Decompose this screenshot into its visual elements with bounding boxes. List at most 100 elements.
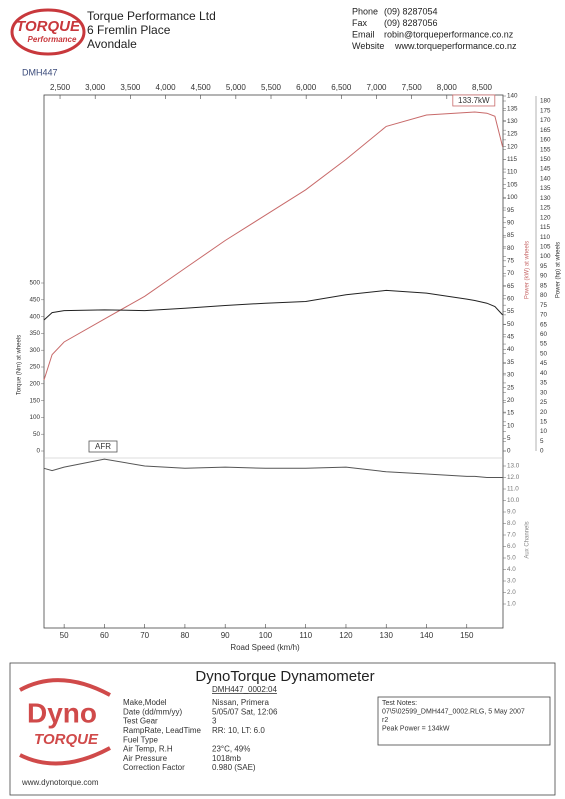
y3-tick-label: 0 — [540, 448, 544, 455]
logo-ring — [10, 8, 86, 56]
y3-axis-label: Power (hp) at wheels — [556, 242, 562, 298]
y3-tick-label: 60 — [540, 331, 548, 338]
x-tick-label: 70 — [140, 631, 149, 640]
y2-tick-label: 5 — [507, 435, 511, 442]
y2-tick-label: 85 — [507, 232, 515, 239]
y4-tick-label: 8.0 — [507, 520, 516, 527]
y3-tick-label: 175 — [540, 107, 551, 114]
logo-top: TORQUE — [16, 18, 81, 35]
y3-tick-label: 105 — [540, 244, 551, 251]
y3-tick-label: 80 — [540, 292, 548, 299]
field-label: Air Temp, R.H — [123, 745, 173, 754]
x2-tick-label: 5,000 — [226, 83, 247, 92]
x2-tick-label: 7,000 — [366, 83, 387, 92]
y3-tick-label: 85 — [540, 282, 548, 289]
y2-tick-label: 125 — [507, 131, 518, 138]
note-line: Peak Power = 134kW — [382, 725, 450, 732]
note-line: 07\5\02599_DMH447_0002.RLG, 5 May 2007 — [382, 708, 525, 715]
y-tick-label: 500 — [29, 280, 40, 287]
y3-tick-label: 65 — [540, 321, 548, 328]
y3-tick-label: 70 — [540, 312, 548, 319]
field-label: Fuel Type — [123, 735, 159, 744]
y2-tick-label: 30 — [507, 372, 515, 379]
footer-website: www.dynotorque.com — [21, 778, 99, 787]
legend-box — [88, 440, 118, 453]
y2-tick-label: 140 — [507, 93, 518, 100]
y4-tick-label: 7.0 — [507, 532, 516, 539]
logo-bottom: Performance — [28, 35, 77, 44]
y3-tick-label: 120 — [540, 214, 551, 221]
y2-tick-label: 0 — [507, 448, 511, 455]
series-line — [43, 289, 503, 321]
plot-frame — [43, 94, 504, 629]
field-label: Correction Factor — [123, 763, 185, 772]
y3-tick-label: 160 — [540, 137, 551, 144]
y3-tick-label: 165 — [540, 127, 551, 134]
y4-tick-label: 2.0 — [507, 589, 516, 596]
x-tick-label: 60 — [100, 631, 109, 640]
y3-tick-label: 180 — [540, 98, 551, 105]
y3-tick-label: 40 — [540, 370, 548, 377]
y-tick-label: 250 — [29, 364, 40, 371]
field-label: RampRate, LeadTime — [123, 726, 202, 735]
y-tick-label: 300 — [29, 347, 40, 354]
notes-box — [377, 696, 551, 746]
y2-tick-label: 90 — [507, 219, 515, 226]
contact-label: Email — [352, 29, 375, 39]
y2-tick-label: 75 — [507, 257, 515, 264]
field-label: Air Pressure — [123, 754, 168, 763]
y2-tick-label: 70 — [507, 270, 515, 277]
y3-tick-label: 100 — [540, 253, 551, 260]
y-tick-label: 350 — [29, 330, 40, 337]
field-value: 3 — [212, 717, 217, 726]
y3-tick-label: 125 — [540, 205, 551, 212]
y3-tick-label: 140 — [540, 175, 551, 182]
y3-tick-label: 25 — [540, 399, 548, 406]
x-tick-label: 130 — [380, 631, 394, 640]
y-tick-label: 450 — [29, 296, 40, 303]
annotation: 133.7kW — [458, 96, 490, 105]
y3-tick-label: 150 — [540, 156, 551, 163]
x2-tick-label: 6,500 — [331, 83, 352, 92]
y2-tick-label: 20 — [507, 397, 515, 404]
series-line — [43, 111, 504, 381]
y2-tick-label: 60 — [507, 296, 515, 303]
footer-logo-bottom: TORQUE — [34, 731, 99, 748]
y2-tick-label: 130 — [507, 118, 518, 125]
field-value: 23°C, 49% — [212, 745, 250, 754]
y2-tick-label: 80 — [507, 245, 515, 252]
field-value: 1018mb — [212, 754, 241, 763]
y2-tick-label: 65 — [507, 283, 515, 290]
x2-tick-label: 2,500 — [50, 83, 71, 92]
y-tick-label: 0 — [36, 448, 40, 455]
x2-tick-label: 3,000 — [85, 83, 106, 92]
y3-tick-label: 145 — [540, 166, 551, 173]
series-line — [43, 458, 503, 478]
y4-tick-label: 3.0 — [507, 578, 516, 585]
company-line: Torque Performance Ltd — [87, 9, 216, 23]
y2-tick-label: 35 — [507, 359, 515, 366]
legend-label: AFR — [95, 442, 111, 451]
y-axis-label: Torque (Nm) at wheels — [17, 335, 23, 395]
x-tick-label: 120 — [339, 631, 353, 640]
company-line: Avondale — [87, 37, 137, 51]
x2-tick-label: 6,000 — [296, 83, 317, 92]
run-id: DMH447 — [22, 67, 58, 77]
x2-tick-label: 5,500 — [261, 83, 282, 92]
y-tick-label: 400 — [29, 313, 40, 320]
footer-logo-top: Dyno — [27, 697, 97, 728]
y3-tick-label: 155 — [540, 146, 551, 153]
y2-tick-label: 120 — [507, 143, 518, 150]
y4-tick-label: 11.0 — [507, 486, 519, 493]
y3-tick-label: 90 — [540, 273, 548, 280]
y4-tick-label: 9.0 — [507, 509, 516, 516]
contact-value: robin@torqueperformance.co.nz — [384, 29, 514, 39]
contact-label: Website — [352, 41, 384, 51]
y3-tick-label: 5 — [540, 438, 544, 445]
note-line: Test Notes: — [382, 700, 417, 707]
x-tick-label: 150 — [460, 631, 474, 640]
logo-arc — [19, 678, 111, 697]
y3-tick-label: 10 — [540, 428, 548, 435]
